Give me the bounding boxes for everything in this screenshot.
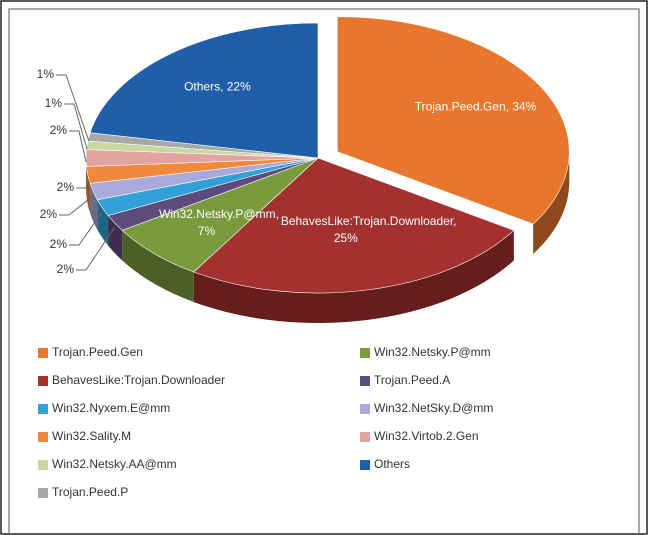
slice-side	[97, 199, 109, 246]
legend-label: Win32.Netsky.P@mm	[374, 345, 491, 359]
data-label: 2%	[57, 262, 75, 276]
slice-side	[90, 183, 98, 230]
legend-swatch	[38, 348, 48, 358]
slice	[336, 16, 570, 225]
data-label: 2%	[40, 207, 58, 221]
slice-side	[122, 230, 194, 302]
leader-line	[69, 130, 87, 163]
legend-swatch	[360, 432, 370, 442]
slice-side	[193, 230, 514, 324]
slice-side	[108, 215, 123, 261]
legend-swatch	[38, 404, 48, 414]
data-label: Win32.Netsky.P@mm, 7%	[158, 206, 279, 238]
data-label: 1%	[37, 67, 55, 81]
legend-label: Trojan.Peed.P	[52, 485, 128, 499]
legend-swatch	[360, 376, 370, 386]
legend-label: Win32.Sality.M	[52, 429, 131, 443]
leader-line	[64, 103, 88, 150]
legend-swatch	[38, 488, 48, 498]
legend-label: Win32.NetSky.D@mm	[374, 401, 493, 415]
data-label: 2%	[57, 180, 75, 194]
legend-label: BehavesLike:Trojan.Downloader	[52, 373, 225, 387]
data-label: BehavesLike:Trojan.Downloader, 25%	[280, 214, 457, 246]
leader-line	[69, 211, 103, 246]
leader-line	[76, 178, 89, 189]
data-label: Others, 22%	[184, 79, 251, 94]
legend-label: Win32.Virtob.2.Gen	[374, 429, 479, 443]
leader-line	[76, 226, 116, 271]
legend-label: Win32.Nyxem.E@mm	[52, 401, 170, 415]
chart-frame	[8, 8, 640, 535]
data-label: Trojan.Peed.Gen, 34%	[414, 99, 537, 114]
slice-side	[86, 166, 91, 214]
slice	[89, 22, 319, 159]
leader-line	[59, 195, 94, 216]
legend-label: Trojan.Peed.A	[374, 373, 450, 387]
legend-swatch	[38, 460, 48, 470]
slice	[121, 157, 319, 273]
legend-swatch	[360, 348, 370, 358]
data-label: 2%	[50, 123, 68, 137]
slice	[193, 157, 515, 294]
legend-label: Trojan.Peed.Gen	[52, 345, 143, 359]
legend-swatch	[360, 404, 370, 414]
data-label: 1%	[45, 96, 63, 110]
leader-line	[56, 74, 90, 142]
legend-swatch	[360, 460, 370, 470]
data-label: 2%	[50, 237, 68, 251]
legend-swatch	[38, 432, 48, 442]
legend-label: Others	[374, 457, 410, 471]
legend-swatch	[38, 376, 48, 386]
legend-label: Win32.Netsky.AA@mm	[52, 457, 177, 471]
slice-side	[533, 151, 570, 254]
